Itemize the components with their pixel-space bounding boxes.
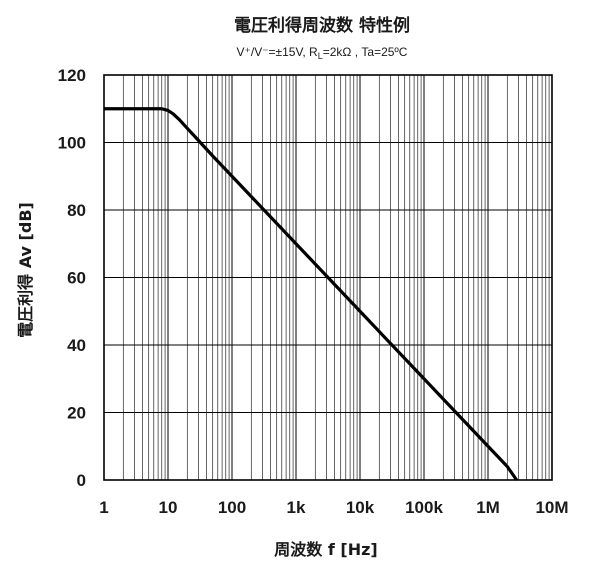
y-tick-label: 100 (58, 134, 86, 153)
y-tick-label: 60 (67, 269, 86, 288)
y-tick-label: 120 (58, 66, 86, 85)
chart-title: 電圧利得周波数 特性例 (234, 15, 410, 36)
x-axis-label: 周波数 f [Hz] (274, 540, 377, 559)
x-tick-label: 1M (476, 498, 500, 517)
gain-curve (104, 107, 518, 481)
x-tick-label: 10M (535, 498, 568, 517)
y-tick-labels: 0 20 40 60 80 100 120 (58, 66, 86, 490)
y-tick-label: 0 (77, 471, 86, 490)
subtitle-load-subscript: L (318, 51, 323, 61)
x-tick-labels: 1 10 100 1k 10k 100k 1M 10M (99, 498, 568, 517)
x-tick-label: 1 (99, 498, 108, 517)
x-tick-label: 100k (405, 498, 443, 517)
y-tick-label: 80 (67, 201, 86, 220)
curve-layer (104, 107, 518, 481)
x-tick-label: 10k (346, 498, 375, 517)
chart-subtitle: V⁺/V⁻=±15V, RL=2kΩ , Ta=25ºC (237, 45, 408, 61)
y-tick-label: 40 (67, 336, 86, 355)
plot-frame (103, 74, 553, 481)
x-tick-label: 1k (287, 498, 306, 517)
subtitle-conditions: =2kΩ , Ta=25ºC (323, 45, 408, 59)
x-tick-label: 100 (218, 498, 246, 517)
subtitle-supply: V⁺/V⁻=±15V, R (237, 45, 319, 59)
y-axis-label: 電圧利得 Av [dB] (16, 202, 35, 338)
x-tick-label: 10 (159, 498, 178, 517)
grid (104, 75, 552, 480)
y-tick-label: 20 (67, 404, 86, 423)
